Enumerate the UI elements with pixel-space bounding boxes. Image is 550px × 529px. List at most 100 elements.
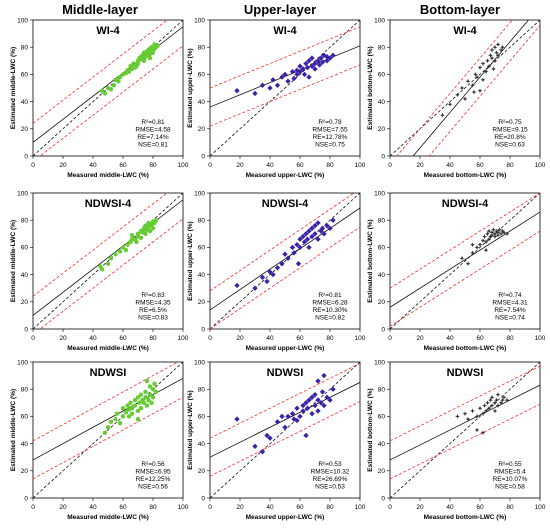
stat-text: R²=0.55 [498,461,522,468]
data-point [494,228,499,234]
data-point [102,91,108,96]
data-point [485,58,490,64]
x-tick-label: 100 [535,504,546,511]
fit-line [210,382,360,458]
y-axis-label: Estimated bottom-LWC (%) [367,46,374,129]
data-point [488,234,493,239]
interval-line [428,25,540,156]
data-point [267,85,273,91]
data-point [465,78,471,84]
stat-text: RMSE=9.15 [492,127,528,134]
y-tick-label: 40 [198,441,206,448]
stat-text: NSE=0.82 [315,315,345,322]
x-tick-label: 60 [296,335,304,342]
data-point [482,234,487,239]
y-tick-label: 80 [378,387,386,394]
y-tick-label: 40 [378,441,386,448]
interval-line [210,363,360,439]
data-point [141,58,147,63]
y-tick-label: 0 [201,495,205,502]
y-tick-label: 100 [374,359,385,366]
fit-line [210,207,360,311]
interval-line [390,365,540,442]
data-point [129,406,135,411]
y-axis-label: Estimated middle-LWC (%) [10,220,17,302]
line-group [33,193,183,329]
data-point [474,427,480,433]
data-point [279,261,285,267]
x-tick-label: 40 [266,504,274,511]
data-point [129,232,135,238]
interval-line [39,218,183,329]
line-group [390,20,540,156]
y-tick-label: 60 [198,72,206,79]
data-point [471,89,477,95]
data-point [301,71,308,78]
fit-line [390,211,540,308]
stat-text: RMSE=6.95 [135,469,171,476]
panel-title: NDWSI [447,367,484,379]
data-point [267,435,273,441]
y-tick-label: 40 [198,99,206,106]
x-tick-label: 80 [506,504,514,511]
data-point [150,387,156,392]
y-tick-label: 100 [194,359,205,366]
data-point [318,400,324,406]
data-point [474,245,480,250]
stat-text: RE=12.78% [313,134,348,141]
y-axis-label: Estimated middle-LWC (%) [10,389,17,471]
y-tick-label: 20 [198,299,206,306]
data-point [141,400,147,405]
data-point [489,230,495,235]
x-tick-label: 80 [326,335,334,342]
y-tick-label: 40 [378,99,386,106]
line-group [390,193,540,329]
data-point [289,410,296,417]
y-axis-label: Estimated upper-LWC (%) [187,48,194,127]
x-tick-label: 0 [388,504,392,511]
data-point [440,112,445,118]
x-tick-label: 60 [476,335,484,342]
stat-text: RE=7.14% [137,134,168,141]
data-point [294,241,300,248]
data-point [150,226,156,231]
x-tick-label: 0 [388,162,392,169]
data-point [500,228,505,234]
data-point [134,239,139,245]
data-point [125,242,130,247]
x-tick-label: 40 [89,335,97,342]
x-tick-label: 0 [31,335,35,342]
column-header-bottom: Bottom-layer [419,2,501,17]
x-tick-label: 0 [208,162,212,169]
stat-text: R²=0.56 [141,461,165,468]
fit-line [390,384,540,461]
data-point [138,235,144,241]
data-point [149,400,154,405]
data-point [488,397,493,403]
stat-text: R²=0.78 [318,119,342,126]
column-header-middle: Middle-layer [62,2,138,17]
data-point [495,230,501,235]
data-point [470,250,475,256]
x-tick-label: 20 [416,335,424,342]
data-point [489,55,495,61]
data-point [330,217,336,223]
one-to-one-line [390,362,540,498]
stat-text: R²=0.83 [141,292,165,299]
x-axis-label: Measured bottom-LWC (%) [424,172,507,179]
data-point [491,227,496,233]
data-point [117,421,123,426]
data-point [500,397,505,403]
data-point [480,61,486,66]
data-point [108,256,114,261]
x-tick-label: 0 [388,335,392,342]
x-axis-label: Measured middle-LWC (%) [67,514,149,521]
stat-text: RE=7.54% [494,307,525,314]
data-point [498,400,504,406]
data-point [312,402,318,409]
fit-line [33,199,183,316]
stat-text: RMSE=4.35 [135,300,171,307]
y-tick-label: 80 [378,218,386,225]
interval-line [396,20,513,156]
data-point [147,228,153,234]
